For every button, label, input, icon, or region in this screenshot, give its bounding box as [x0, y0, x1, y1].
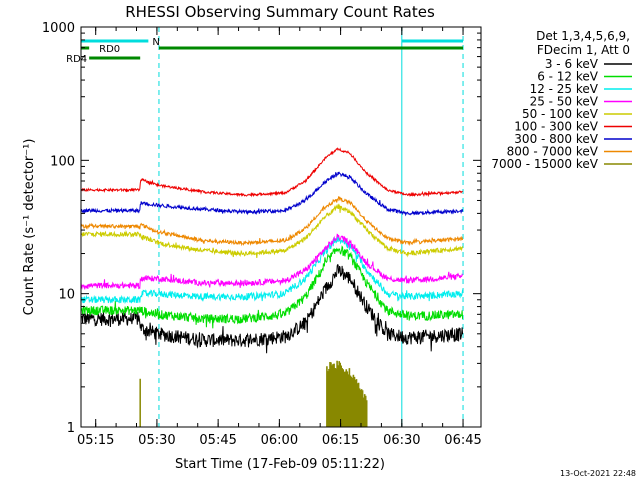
- series-800-7000keV: [81, 196, 464, 247]
- y-axis: 1 10 100 1000: [42, 21, 481, 436]
- y-tick-label: 1000: [42, 21, 75, 36]
- series-trace: [81, 245, 464, 329]
- series-7000-15000keV: [326, 360, 368, 427]
- plot-frame: [80, 26, 482, 428]
- flag-bars: N RD0 RD4: [66, 37, 464, 65]
- legend: Det 1,3,4,5,6,9,FDecim 1, Att 03 - 6 keV…: [491, 29, 632, 171]
- series-trace: [81, 196, 464, 247]
- x-axis: 05:15 05:30 05:45 06:00 06:15 06:30 06:45: [77, 27, 482, 448]
- x-tick-label: 05:45: [199, 433, 236, 448]
- x-axis-label: Start Time (17-Feb-09 05:11:22): [175, 457, 385, 472]
- series-trace: [81, 171, 464, 217]
- x-tick-label: 05:15: [77, 433, 114, 448]
- legend-entry-label: 800 - 7000 keV: [507, 145, 599, 159]
- series-25-50keV: [81, 233, 464, 291]
- series-6-12keV: [81, 245, 464, 329]
- x-tick-label: 05:30: [138, 433, 175, 448]
- legend-entry-label: 100 - 300 keV: [514, 120, 598, 134]
- legend-entry-label: 12 - 25 keV: [530, 82, 599, 96]
- flag-label-rd4: RD4: [66, 54, 87, 65]
- x-tick-label: 06:15: [322, 433, 359, 448]
- x-tick-label: 06:30: [383, 433, 420, 448]
- legend-header-line: Det 1,3,4,5,6,9,: [536, 29, 630, 43]
- series-3-6keV: [81, 264, 464, 354]
- y-tick-label: 1: [67, 421, 75, 436]
- series-trace: [81, 203, 464, 259]
- series-layer: [81, 147, 464, 427]
- series-trace: [81, 233, 464, 291]
- x-tick-label: 06:45: [444, 433, 481, 448]
- legend-entry-label: 25 - 50 keV: [530, 95, 599, 109]
- y-axis-label: Count Rate (s⁻¹ detector⁻¹): [22, 139, 37, 316]
- legend-entry-label: 300 - 800 keV: [514, 132, 598, 146]
- series-trace: [326, 360, 368, 427]
- footer-timestamp: 13-Oct-2021 22:48: [560, 469, 636, 478]
- legend-entry-label: 50 - 100 keV: [522, 107, 599, 121]
- series-50-100keV: [81, 203, 464, 259]
- legend-entry-label: 6 - 12 keV: [537, 70, 599, 84]
- series-12-25keV: [81, 236, 464, 305]
- flag-label-rd0: RD0: [99, 44, 120, 55]
- series-300-800keV: [81, 171, 464, 217]
- series-trace: [81, 236, 464, 305]
- x-tick-label: 06:00: [261, 433, 298, 448]
- legend-entry-label: 3 - 6 keV: [545, 57, 599, 71]
- y-tick-label: 10: [58, 288, 75, 303]
- series-100-300keV: [81, 147, 463, 198]
- y-tick-label: 100: [50, 154, 75, 169]
- legend-header-line: FDecim 1, Att 0: [537, 43, 630, 57]
- series-trace: [81, 264, 464, 354]
- flag-label-n: N: [152, 37, 159, 48]
- legend-entry-label: 7000 - 15000 keV: [491, 157, 598, 171]
- series-trace: [81, 147, 463, 198]
- chart-title: RHESSI Observing Summary Count Rates: [125, 3, 435, 21]
